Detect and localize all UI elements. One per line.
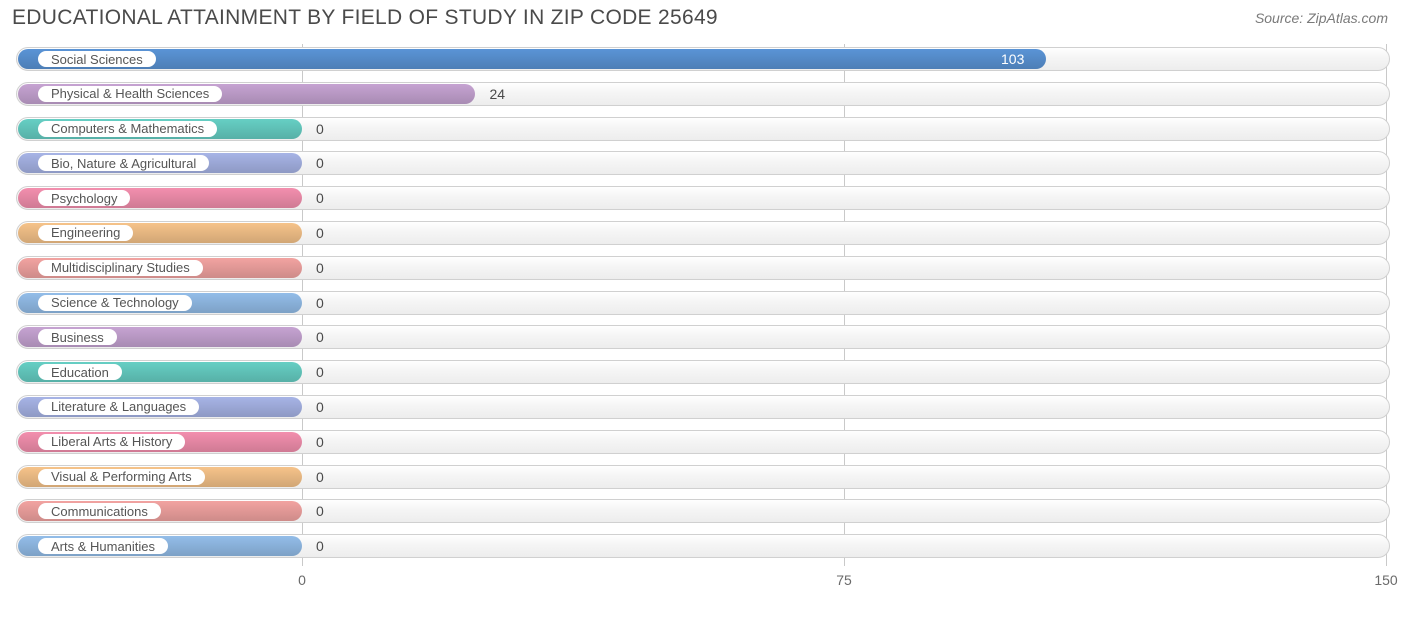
bar-row: Bio, Nature & Agricultural 0 xyxy=(12,148,1394,178)
bar-row: Visual & Performing Arts 0 xyxy=(12,462,1394,492)
bar-row: Literature & Languages 0 xyxy=(12,392,1394,422)
bar-value: 0 xyxy=(316,218,324,248)
bar-row: Business 0 xyxy=(12,322,1394,352)
bar-row: Social Sciences 103 xyxy=(12,44,1394,74)
bar-value: 0 xyxy=(316,357,324,387)
bar-row: Communications 0 xyxy=(12,496,1394,526)
bar-label-pill: Multidisciplinary Studies xyxy=(38,260,203,276)
bar-row: Liberal Arts & History 0 xyxy=(12,427,1394,457)
bar-row: Computers & Mathematics 0 xyxy=(12,114,1394,144)
bar-label-pill: Computers & Mathematics xyxy=(38,121,217,137)
bar-label-pill: Science & Technology xyxy=(38,295,192,311)
bar-label-pill: Social Sciences xyxy=(38,51,156,67)
bar-label-pill: Business xyxy=(38,329,117,345)
bar-label-pill: Physical & Health Sciences xyxy=(38,86,222,102)
bar-value: 0 xyxy=(316,114,324,144)
bar-value: 0 xyxy=(316,288,324,318)
bar-value: 0 xyxy=(316,462,324,492)
bar-label-pill: Arts & Humanities xyxy=(38,538,168,554)
bar-row: Arts & Humanities 0 xyxy=(12,531,1394,561)
chart-area: Social Sciences 103 Physical & Health Scie… xyxy=(12,44,1394,592)
bar-label-pill: Liberal Arts & History xyxy=(38,434,185,450)
bar-value: 0 xyxy=(316,183,324,213)
source-attribution: Source: ZipAtlas.com xyxy=(1255,6,1388,26)
bar-value: 0 xyxy=(316,531,324,561)
bar-label-pill: Education xyxy=(38,364,122,380)
bar-value: 0 xyxy=(316,392,324,422)
bar-label-pill: Visual & Performing Arts xyxy=(38,469,205,485)
bar-value: 0 xyxy=(316,427,324,457)
bar-label-pill: Engineering xyxy=(38,225,133,241)
x-tick-label: 75 xyxy=(836,572,852,588)
bar-label-pill: Communications xyxy=(38,503,161,519)
bar-label-pill: Bio, Nature & Agricultural xyxy=(38,155,209,171)
bar-value: 0 xyxy=(316,148,324,178)
bar-row: Multidisciplinary Studies 0 xyxy=(12,253,1394,283)
bar-value: 103 xyxy=(1001,44,1024,74)
x-tick-label: 150 xyxy=(1374,572,1397,588)
bar-value: 0 xyxy=(316,253,324,283)
bar-row: Physical & Health Sciences 24 xyxy=(12,79,1394,109)
bar-row: Engineering 0 xyxy=(12,218,1394,248)
bar-label-pill: Literature & Languages xyxy=(38,399,199,415)
bar-row: Psychology 0 xyxy=(12,183,1394,213)
bar-row: Education 0 xyxy=(12,357,1394,387)
bar-value: 24 xyxy=(489,79,505,109)
bar-row: Science & Technology 0 xyxy=(12,288,1394,318)
bar-value: 0 xyxy=(316,322,324,352)
x-tick-label: 0 xyxy=(298,572,306,588)
bar-value: 0 xyxy=(316,496,324,526)
chart-title: EDUCATIONAL ATTAINMENT BY FIELD OF STUDY… xyxy=(12,6,718,30)
bar-label-pill: Psychology xyxy=(38,190,130,206)
bar xyxy=(18,49,1046,69)
